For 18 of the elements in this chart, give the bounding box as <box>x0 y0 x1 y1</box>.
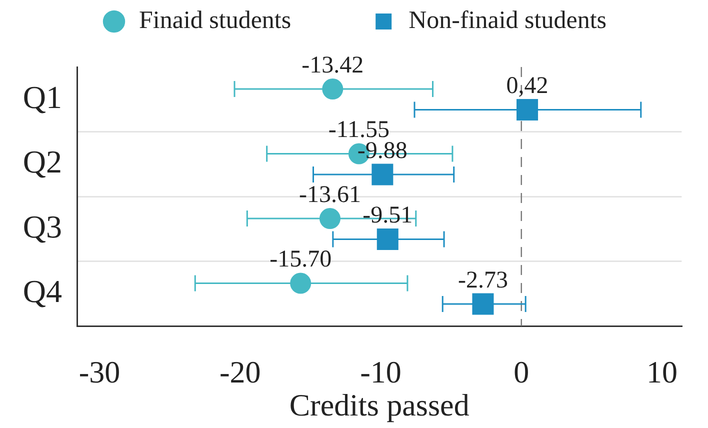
data-label: -13.42 <box>302 52 364 78</box>
y-tick-label: Q1 <box>22 78 62 115</box>
y-tick-label: Q3 <box>22 208 62 244</box>
x-tick-label: 0 <box>514 354 530 390</box>
y-tick-label: Q2 <box>22 144 62 180</box>
data-label: -13.61 <box>298 182 361 208</box>
x-tick-label: -10 <box>360 354 402 390</box>
x-tick-label: -20 <box>219 354 261 390</box>
x-tick-label: 10 <box>646 354 678 390</box>
data-label: -11.55 <box>328 117 390 144</box>
y-tick-label: Q4 <box>22 273 62 310</box>
x-tick-label: -30 <box>78 354 120 390</box>
legend-label: Finaid students <box>139 7 292 34</box>
legend-label: Non-finaid students <box>408 7 606 34</box>
data-label: -2.73 <box>458 267 508 294</box>
x-axis-title: Credits passed <box>289 388 470 423</box>
data-label: -15.70 <box>270 246 332 273</box>
data-label: 0,42 <box>506 73 548 100</box>
